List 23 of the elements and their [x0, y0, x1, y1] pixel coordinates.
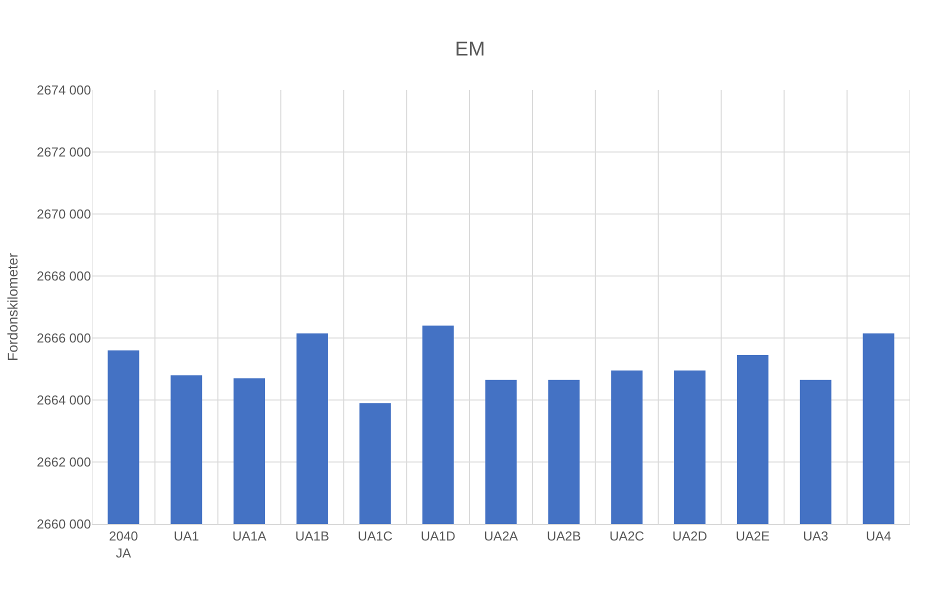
x-tick-label: UA1B	[295, 528, 330, 544]
x-tick-label: UA3	[802, 528, 828, 544]
x-tick-label: UA2A	[484, 528, 518, 544]
y-tick-label: 2674 000	[36, 82, 91, 98]
y-axis-title: Fordonskilometer	[4, 252, 20, 362]
x-tick-label: UA1C	[358, 528, 392, 544]
y-tick-label: 2664 000	[36, 392, 91, 408]
y-tick-label: 2660 000	[36, 516, 91, 532]
y-tick-label: 2662 000	[36, 454, 91, 470]
y-tick-label: 2672 000	[36, 144, 91, 160]
x-tick-label: UA1D	[420, 528, 456, 544]
y-tick-label: 2670 000	[36, 206, 91, 222]
y-tick-label: 2666 000	[36, 330, 91, 346]
x-tick-label: UA2B	[546, 528, 581, 544]
y-tick-label: 2668 000	[36, 268, 91, 284]
x-tick-label: UA2E	[736, 528, 770, 544]
x-tick-label: 2040 JA	[109, 528, 138, 560]
x-tick-label: UA1A	[232, 528, 267, 544]
x-tick-label: UA2C	[610, 528, 644, 544]
x-tick-label: UA2D	[672, 528, 708, 544]
chart-title: EM	[455, 38, 485, 61]
x-tick-label: UA1	[174, 528, 200, 544]
x-tick-label: UA4	[866, 528, 892, 544]
